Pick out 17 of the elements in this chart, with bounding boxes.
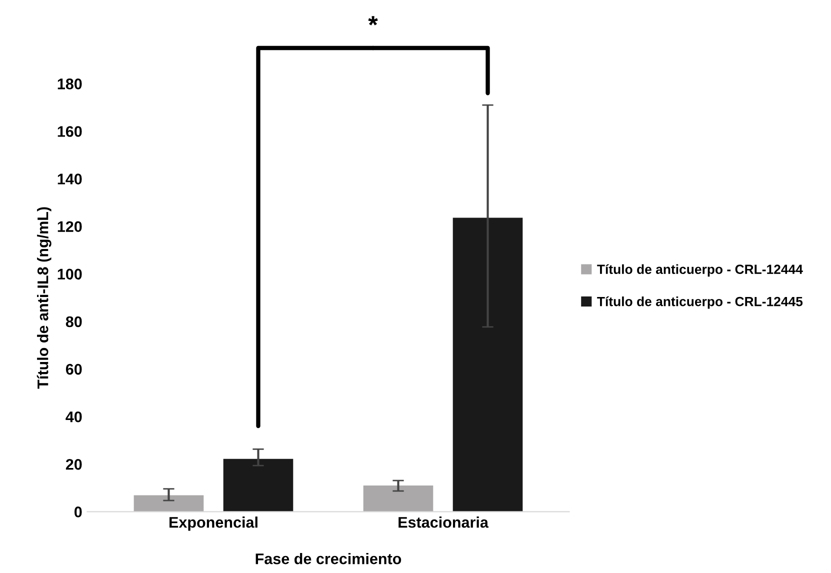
y-tick-label: 180	[58, 78, 82, 90]
y-axis-title: Título de anti-IL8 (ng/mL)	[36, 207, 52, 389]
y-tick-label: 140	[58, 174, 82, 184]
y-tick-label: 40	[66, 411, 82, 422]
x-tick-label: Estacionaria	[398, 516, 489, 528]
y-tick-label: 120	[58, 221, 82, 232]
y-tick-label: 100	[58, 268, 82, 280]
legend-label: Título de anticuerpo - CRL-12444	[597, 264, 803, 277]
x-axis-title: Fase de crecimiento	[256, 553, 402, 564]
text: *	[368, 16, 378, 26]
y-tick-label: 80	[66, 316, 82, 328]
y-tick-label: 0	[74, 506, 82, 518]
legend-label: Título de anticuerpo - CRL-12445	[597, 296, 803, 309]
y-tick-label: 160	[58, 126, 82, 137]
y-tick-label: 20	[66, 459, 82, 470]
x-tick-label: Exponencial	[170, 516, 258, 531]
y-tick-label: 60	[66, 364, 82, 375]
